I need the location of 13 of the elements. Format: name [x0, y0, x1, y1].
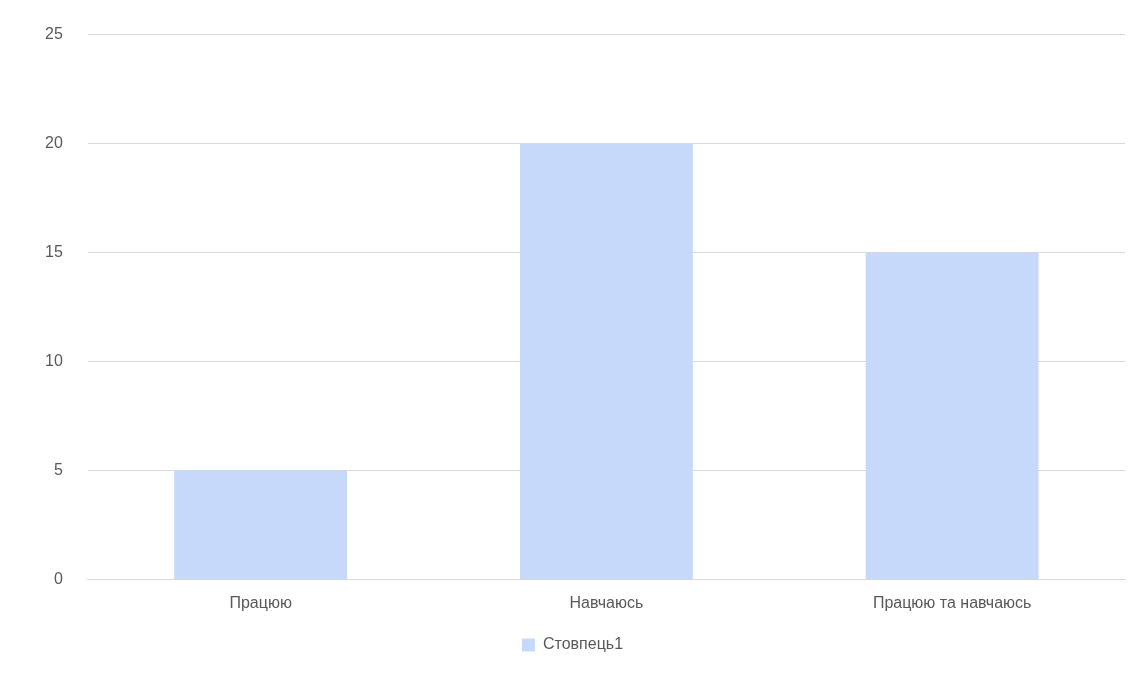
x-tick-label: Працюю та навчаюсь — [872, 593, 1032, 611]
x-tick-label: Працюю — [229, 593, 292, 611]
bar — [865, 252, 1039, 580]
y-tick-label: 15 — [45, 243, 63, 261]
y-tick-label: 25 — [45, 25, 63, 43]
y-tick-label: 20 — [45, 134, 63, 152]
x-tick-label: Навчаюсь — [569, 593, 644, 611]
legend-label: Стовпець1 — [542, 635, 624, 653]
y-tick-label: 0 — [53, 570, 63, 588]
bar — [174, 470, 348, 580]
bar — [519, 143, 693, 580]
y-tick-label: 5 — [53, 461, 63, 479]
y-tick-label: 10 — [45, 352, 63, 370]
